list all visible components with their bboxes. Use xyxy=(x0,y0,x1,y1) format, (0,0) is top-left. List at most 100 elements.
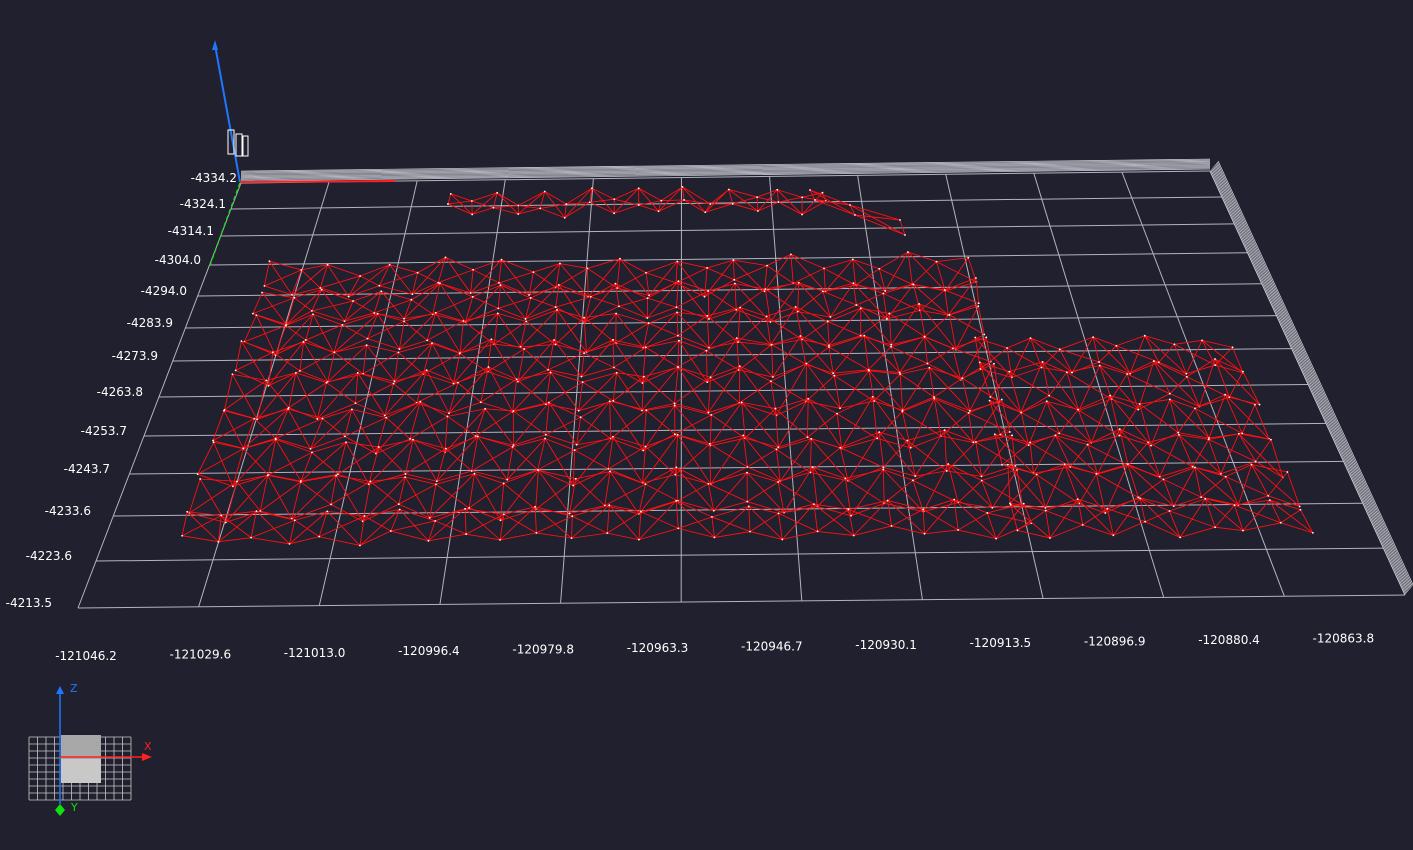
mesh-vertex xyxy=(676,433,679,436)
mesh-vertex xyxy=(747,505,750,508)
side-wall-line xyxy=(1209,170,1406,596)
mesh-vertex xyxy=(397,351,400,354)
mesh-vertex xyxy=(1219,472,1222,475)
mesh-vertex xyxy=(1178,433,1180,436)
mesh-vertex xyxy=(645,409,648,412)
mesh-vertex xyxy=(1109,394,1112,397)
mesh-vertex xyxy=(470,200,473,202)
mesh-vertex xyxy=(912,479,914,482)
mesh-vertex xyxy=(1224,475,1227,478)
mesh-vertex xyxy=(1040,366,1043,369)
grid-row-line xyxy=(77,594,1406,609)
y-axis-tick-label: -4334.2 xyxy=(191,171,237,185)
mesh-vertex xyxy=(554,343,557,346)
mesh-vertex xyxy=(376,312,379,315)
mesh-vertex xyxy=(468,507,471,509)
mesh-vertex xyxy=(444,256,447,259)
mesh-vertex xyxy=(1250,463,1253,466)
mesh-vertex xyxy=(926,362,929,365)
mesh-vertex xyxy=(1000,398,1003,401)
mesh-vertex xyxy=(1086,443,1089,446)
mesh-vertex xyxy=(1048,394,1051,397)
mesh-vertex xyxy=(472,268,475,271)
mesh-vertex xyxy=(809,189,811,191)
mesh-vertex xyxy=(832,372,835,375)
mesh-vertex xyxy=(1162,478,1165,481)
mesh-vertex xyxy=(1139,497,1142,500)
mesh-vertex xyxy=(568,512,571,515)
mesh-vertex xyxy=(590,187,593,190)
mesh-vertex xyxy=(882,466,885,469)
mesh-vertex xyxy=(961,377,964,380)
mesh-vertex xyxy=(607,467,610,470)
mesh-vertex xyxy=(777,512,780,515)
mesh-vertex xyxy=(616,287,619,289)
mesh-vertex xyxy=(411,293,414,296)
mesh-vertex xyxy=(484,407,487,410)
x-axis-tick-label: -120880.4 xyxy=(1198,633,1260,647)
mesh-vertex xyxy=(732,259,735,262)
mesh-vertex xyxy=(196,473,199,476)
mesh-vertex xyxy=(512,444,515,447)
mesh-vertex xyxy=(647,322,650,325)
mesh-vertex xyxy=(704,211,707,214)
mesh-vertex xyxy=(499,519,502,522)
mesh-vertex xyxy=(581,381,584,383)
mesh-vertex xyxy=(359,544,361,547)
mesh-vertex xyxy=(365,344,368,347)
mesh-vertex xyxy=(544,437,547,440)
mesh-vertex xyxy=(556,308,558,311)
mesh-vertex xyxy=(412,438,414,441)
x-axis-tick-label: -121013.0 xyxy=(284,646,346,660)
y-axis-tick-label: -4314.1 xyxy=(168,224,214,238)
grid-row-line xyxy=(172,348,1292,362)
mesh-vertex xyxy=(470,470,473,472)
y-axis-tick-label: -4294.0 xyxy=(141,284,187,298)
mesh-vertex xyxy=(1204,497,1207,500)
mesh-vertex xyxy=(868,369,870,372)
mesh-vertex xyxy=(756,196,759,199)
mesh-vertex xyxy=(549,371,552,374)
mesh-vertex xyxy=(1022,502,1025,505)
mesh-vertex xyxy=(380,290,383,293)
mesh-vertex xyxy=(828,344,830,347)
mesh-vertex xyxy=(559,262,561,265)
mesh-vertex xyxy=(1098,364,1101,367)
x-axis-tick-label: -121029.6 xyxy=(170,647,232,661)
mesh-vertex xyxy=(344,435,346,438)
mesh-vertex xyxy=(1194,466,1196,469)
mesh-vertex xyxy=(479,401,482,404)
mesh-vertex xyxy=(608,504,611,507)
mesh-vertex xyxy=(293,519,296,522)
grid-column-line xyxy=(1121,171,1285,597)
mesh-vertex xyxy=(993,433,996,436)
y-axis-tick-label: -4243.7 xyxy=(64,462,110,476)
mesh-vertex xyxy=(678,339,680,342)
mesh-vertex xyxy=(746,500,749,503)
mesh-vertex xyxy=(448,412,450,415)
mesh-vertex xyxy=(801,213,803,216)
mesh-vertex xyxy=(199,478,202,480)
orientation-gizmo[interactable]: Z X Y xyxy=(20,680,170,820)
mesh-vertex xyxy=(378,284,381,287)
mesh-vertex xyxy=(839,446,842,449)
mesh-vertex xyxy=(885,317,888,320)
mesh-vertex xyxy=(993,362,995,365)
mesh-vertex xyxy=(1172,505,1175,508)
mesh-vertex xyxy=(263,285,266,287)
mesh-vertex xyxy=(181,534,184,537)
mesh-vertex xyxy=(523,348,526,350)
mesh-vertex xyxy=(369,480,372,483)
mesh-vertex xyxy=(588,201,591,204)
mesh-vertex xyxy=(849,204,851,206)
mesh-vertex xyxy=(711,515,713,518)
mesh-vertex xyxy=(231,485,234,488)
mesh-vertex xyxy=(577,409,580,412)
mesh-vertex xyxy=(392,382,395,385)
mesh-vertex xyxy=(487,366,490,368)
mesh-vertex xyxy=(660,199,663,202)
mesh-vertex xyxy=(770,380,772,383)
mesh-vertex xyxy=(618,305,620,308)
mesh-vertex xyxy=(673,402,676,405)
